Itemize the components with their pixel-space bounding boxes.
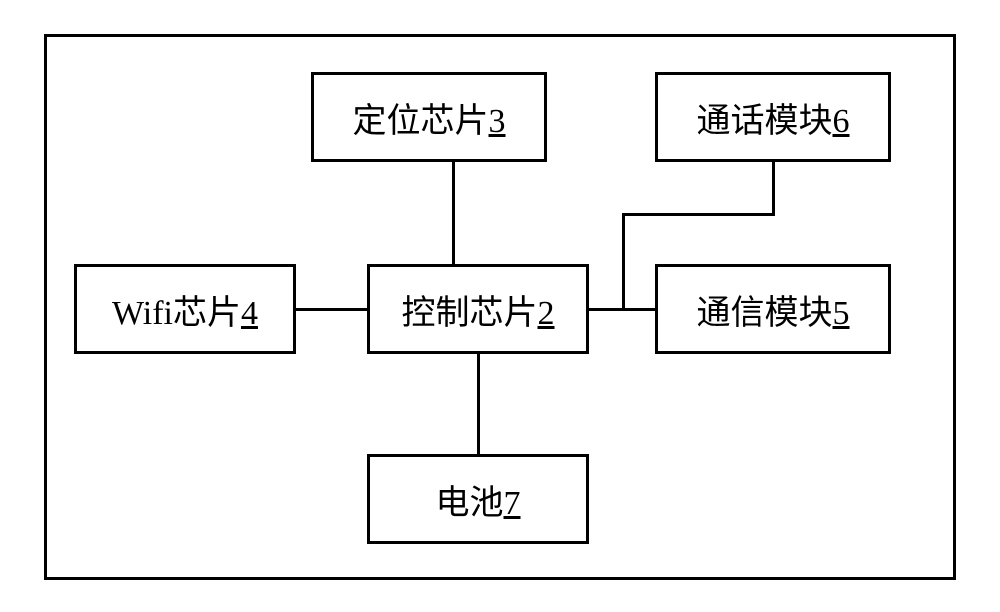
node-comm-module: 通信模块5: [655, 264, 891, 354]
edge-n6-n5-v2: [622, 213, 625, 311]
node-wifi-chip: Wifi芯片4: [74, 264, 296, 354]
edge-n4-n2: [296, 308, 367, 311]
node-label: 定位芯片3: [353, 93, 506, 142]
diagram-canvas: 定位芯片3 通话模块6 Wifi芯片4 控制芯片2 通信模块5 电池7: [0, 0, 1000, 612]
node-label: 通话模块6: [697, 93, 850, 142]
node-call-module: 通话模块6: [655, 72, 891, 162]
node-label: Wifi芯片4: [112, 285, 258, 334]
node-label: 电池7: [436, 475, 521, 524]
edge-n3-n2: [452, 162, 455, 264]
edge-n6-n5-v1: [772, 162, 775, 216]
node-control-chip: 控制芯片2: [367, 264, 589, 354]
node-label: 控制芯片2: [402, 285, 555, 334]
node-positioning-chip: 定位芯片3: [311, 72, 547, 162]
node-battery: 电池7: [367, 454, 589, 544]
edge-n2-n7: [477, 354, 480, 454]
node-label: 通信模块5: [697, 285, 850, 334]
edge-n6-n5-h: [622, 213, 775, 216]
